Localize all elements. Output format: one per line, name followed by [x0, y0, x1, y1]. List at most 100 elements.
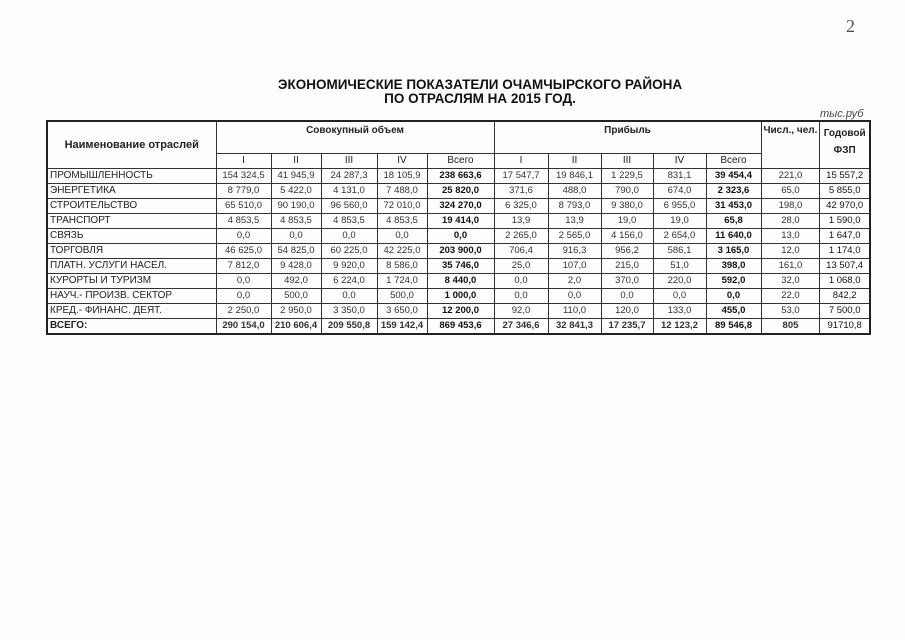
page-number: 2 [846, 16, 855, 36]
industry-name: НАУЧ.- ПРОИЗВ. СЕКТОР [46, 287, 217, 304]
volume-total: 203 900,0 [426, 242, 495, 259]
profit-q2: 32 841,3 [547, 317, 602, 335]
profit-total: 11 640,0 [705, 227, 762, 244]
industry-name: КУРОРТЫ И ТУРИЗМ [46, 272, 217, 289]
table-row: КРЕД.- ФИНАНС. ДЕЯТ. 2 250,0 2 950,0 3 350,… [46, 302, 871, 319]
volume-q2: 54 825,0 [270, 242, 322, 259]
volume-total: 324 270,0 [426, 197, 495, 214]
profit-q2: 2,0 [547, 272, 602, 289]
volume-subheader-2: II [270, 152, 322, 169]
industry-name: ТРАНСПОРТ [46, 212, 217, 229]
industry-name: ПРОМЫШЛЕННОСТЬ [46, 167, 217, 184]
industry-name: КРЕД.- ФИНАНС. ДЕЯТ. [46, 302, 217, 319]
profit-q3: 0,0 [600, 287, 654, 304]
volume-q1: 65 510,0 [215, 197, 272, 214]
volume-total: 19 414,0 [426, 212, 495, 229]
profit-q4: 51,0 [652, 257, 707, 274]
industry-name: СВЯЗЬ [46, 227, 217, 244]
volume-q4: 72 010,0 [376, 197, 428, 214]
profit-q3: 120,0 [600, 302, 654, 319]
volume-q2: 500,0 [270, 287, 322, 304]
volume-q3: 0,0 [320, 227, 378, 244]
industry-name: ЭНЕРГЕТИКА [46, 182, 217, 199]
volume-q1: 46 625,0 [215, 242, 272, 259]
annual-payroll: 1 068,0 [819, 272, 871, 289]
profit-total: 592,0 [705, 272, 762, 289]
header-volume: Совокупный объем [215, 120, 495, 154]
profit-total: 39 454,4 [705, 167, 762, 184]
profit-q4: 12 123,2 [652, 317, 707, 335]
title-line-2: ПО ОТРАСЛЯМ НА 2015 ГОД. [384, 91, 576, 106]
profit-total: 3 165,0 [705, 242, 762, 259]
volume-q4: 18 105,9 [376, 167, 428, 184]
volume-q3: 96 560,0 [320, 197, 378, 214]
profit-q1: 0,0 [493, 272, 549, 289]
profit-q3: 790,0 [600, 182, 654, 199]
annual-payroll: 842,2 [819, 287, 871, 304]
profit-q1: 706,4 [493, 242, 549, 259]
volume-total: 869 453,6 [426, 317, 495, 335]
economic-indicators-table: Наименование отраслей Совокупный объем П… [46, 120, 871, 335]
volume-subheader-1: I [215, 152, 272, 169]
unit-label: тыс.руб [820, 108, 864, 120]
table-row: СТРОИТЕЛЬСТВО 65 510,0 90 190,0 96 560,0 72 … [46, 197, 871, 214]
volume-q3: 4 131,0 [320, 182, 378, 199]
profit-q1: 0,0 [493, 287, 549, 304]
header-name: Наименование отраслей [46, 120, 217, 169]
annual-payroll: 91710,8 [819, 317, 871, 335]
volume-q2: 9 428,0 [270, 257, 322, 274]
employee-count: 221,0 [760, 167, 821, 184]
profit-q3: 9 380,0 [600, 197, 654, 214]
volume-q1: 8 779,0 [215, 182, 272, 199]
volume-q1: 154 324,5 [215, 167, 272, 184]
employee-count: 53,0 [760, 302, 821, 319]
volume-q4: 1 724,0 [376, 272, 428, 289]
profit-q2: 8 793,0 [547, 197, 602, 214]
industry-name: ТОРГОВЛЯ [46, 242, 217, 259]
employee-count: 805 [760, 317, 821, 335]
profit-q1: 17 547,7 [493, 167, 549, 184]
annual-payroll: 42 970,0 [819, 197, 871, 214]
volume-q2: 0,0 [270, 227, 322, 244]
employee-count: 12,0 [760, 242, 821, 259]
volume-q2: 5 422,0 [270, 182, 322, 199]
volume-q3: 9 920,0 [320, 257, 378, 274]
profit-total: 2 323,6 [705, 182, 762, 199]
volume-total: 238 663,6 [426, 167, 495, 184]
profit-q3: 956,2 [600, 242, 654, 259]
profit-q3: 4 156,0 [600, 227, 654, 244]
table-row: НАУЧ.- ПРОИЗВ. СЕКТОР 0,0 500,0 0,0 500,0 1 0… [46, 287, 871, 304]
volume-q4: 159 142,4 [376, 317, 428, 335]
volume-q3: 6 224,0 [320, 272, 378, 289]
profit-q3: 19,0 [600, 212, 654, 229]
profit-q4: 220,0 [652, 272, 707, 289]
profit-total: 0,0 [705, 287, 762, 304]
annual-payroll: 5 855,0 [819, 182, 871, 199]
annual-payroll: 1 647,0 [819, 227, 871, 244]
title-line-1: ЭКОНОМИЧЕСКИЕ ПОКАЗАТЕЛИ ОЧАМЧЫРСКОГО РА… [277, 77, 683, 92]
document-title: ЭКОНОМИЧЕСКИЕ ПОКАЗАТЕЛИ ОЧАМЧЫРСКОГО РА… [200, 78, 760, 106]
header-profit: Прибыль [493, 120, 762, 154]
volume-q4: 0,0 [376, 227, 428, 244]
profit-subheader-2: II [547, 152, 602, 169]
volume-total: 25 820,0 [426, 182, 495, 199]
table-row: СВЯЗЬ 0,0 0,0 0,0 0,0 0,0 2 265,0 2 565,0 4 156,… [46, 227, 871, 244]
volume-subheader-5: Всего [426, 152, 495, 169]
profit-q1: 6 325,0 [493, 197, 549, 214]
profit-q3: 215,0 [600, 257, 654, 274]
volume-q4: 3 650,0 [376, 302, 428, 319]
profit-subheader-3: III [600, 152, 654, 169]
profit-q2: 488,0 [547, 182, 602, 199]
employee-count: 32,0 [760, 272, 821, 289]
employee-count: 198,0 [760, 197, 821, 214]
profit-q4: 586,1 [652, 242, 707, 259]
table-row: ТРАНСПОРТ 4 853,5 4 853,5 4 853,5 4 853,5 19 … [46, 212, 871, 229]
profit-q2: 107,0 [547, 257, 602, 274]
volume-total: 12 200,0 [426, 302, 495, 319]
volume-q3: 4 853,5 [320, 212, 378, 229]
volume-q1: 0,0 [215, 227, 272, 244]
profit-q4: 2 654,0 [652, 227, 707, 244]
total-row: ВСЕГО: 290 154,0 210 606,4 209 550,8 159 142… [46, 317, 871, 335]
profit-q4: 831,1 [652, 167, 707, 184]
profit-subheader-5: Всего [705, 152, 762, 169]
